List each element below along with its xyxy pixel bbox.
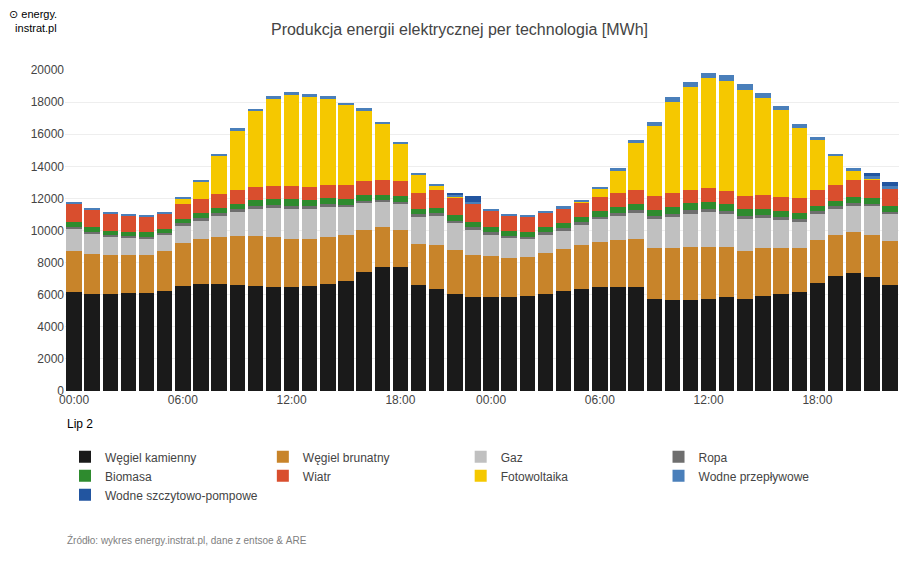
svg-text:06:00: 06:00 bbox=[585, 393, 615, 407]
svg-text:06:00: 06:00 bbox=[168, 393, 198, 407]
svg-text:Ropa: Ropa bbox=[699, 451, 728, 465]
svg-text:8000: 8000 bbox=[37, 256, 64, 270]
svg-text:Gaz: Gaz bbox=[501, 451, 523, 465]
svg-text:18000: 18000 bbox=[31, 95, 65, 109]
svg-text:Wodne przepływowe: Wodne przepływowe bbox=[699, 470, 810, 484]
svg-text:Lip 2: Lip 2 bbox=[67, 417, 93, 431]
svg-text:12:00: 12:00 bbox=[694, 393, 724, 407]
svg-text:Węgiel kamienny: Węgiel kamienny bbox=[105, 451, 196, 465]
svg-text:4000: 4000 bbox=[37, 320, 64, 334]
svg-text:10000: 10000 bbox=[31, 224, 65, 238]
svg-text:00:00: 00:00 bbox=[476, 393, 506, 407]
svg-text:18:00: 18:00 bbox=[802, 393, 832, 407]
svg-text:Węgiel brunatny: Węgiel brunatny bbox=[303, 451, 390, 465]
svg-text:Produkcja energii elektrycznej: Produkcja energii elektrycznej per techn… bbox=[271, 21, 648, 38]
svg-text:⊙ energy. instrat.pl: ⊙ energy. instrat.pl bbox=[9, 8, 57, 34]
svg-text:Fotowoltaika: Fotowoltaika bbox=[501, 470, 569, 484]
svg-text:16000: 16000 bbox=[31, 127, 65, 141]
svg-text:20000: 20000 bbox=[31, 63, 65, 77]
svg-text:00:00: 00:00 bbox=[59, 393, 89, 407]
svg-text:Wodne szczytowo-pompowe: Wodne szczytowo-pompowe bbox=[105, 489, 258, 503]
svg-text:Wiatr: Wiatr bbox=[303, 470, 331, 484]
svg-text:Źródło: wykres energy.instrat.: Źródło: wykres energy.instrat.pl, dane z… bbox=[67, 534, 307, 546]
svg-text:18:00: 18:00 bbox=[385, 393, 415, 407]
svg-text:14000: 14000 bbox=[31, 160, 65, 174]
svg-text:Biomasa: Biomasa bbox=[105, 470, 152, 484]
svg-text:2000: 2000 bbox=[37, 352, 64, 366]
svg-text:6000: 6000 bbox=[37, 288, 64, 302]
svg-text:12000: 12000 bbox=[31, 192, 65, 206]
svg-text:12:00: 12:00 bbox=[277, 393, 307, 407]
svg-text:0: 0 bbox=[57, 384, 64, 398]
